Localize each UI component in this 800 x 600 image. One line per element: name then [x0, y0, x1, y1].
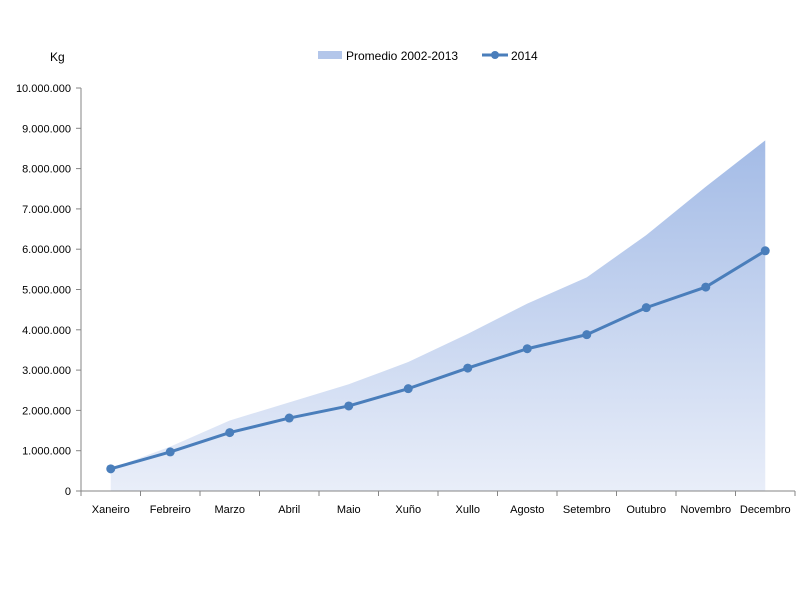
- x-tick-label: Outubro: [626, 504, 666, 516]
- x-tick-label: Xaneiro: [92, 504, 130, 516]
- y-tick-label: 1.000.000: [22, 446, 71, 458]
- line-point-2014: [641, 303, 651, 313]
- y-tick-label: 3.000.000: [22, 365, 71, 377]
- line-point-2014: [582, 330, 592, 340]
- y-tick-label: 9.000.000: [22, 123, 71, 135]
- line-point-2014: [701, 282, 711, 292]
- line-point-2014: [403, 384, 413, 394]
- legend-label-2014: 2014: [511, 49, 538, 63]
- line-series-2014: [109, 249, 767, 471]
- line-point-2014: [760, 246, 770, 256]
- line-point-2014: [522, 344, 532, 354]
- y-tick-label: 4.000.000: [22, 325, 71, 337]
- x-tick-label: Xullo: [456, 504, 480, 516]
- y-tick-label: 8.000.000: [22, 164, 71, 176]
- y-tick-label: 6.000.000: [22, 244, 71, 256]
- x-tick-label: Abril: [278, 504, 300, 516]
- y-tick-label: 10.000.000: [16, 83, 71, 95]
- x-tick-label: Novembro: [680, 504, 731, 516]
- line-point-2014: [165, 447, 175, 457]
- legend-line-marker: [491, 51, 499, 59]
- line-point-2014: [106, 464, 116, 474]
- y-tick-label: 0: [65, 486, 71, 498]
- legend: Promedio 2002-2013 2014: [318, 49, 538, 63]
- x-tick-label: Agosto: [510, 504, 544, 516]
- x-tick-label: Febreiro: [150, 504, 191, 516]
- area-series-promedio: [110, 140, 766, 491]
- y-tick-label: 7.000.000: [22, 204, 71, 216]
- x-tick-label: Marzo: [214, 504, 245, 516]
- plot-area: 0 1.000.000 2.000.000 3.000.000 4.000.000 5.0…: [16, 83, 796, 516]
- line-point-2014: [284, 413, 294, 423]
- line-point-2014: [344, 401, 354, 411]
- x-tick-label: Setembro: [563, 504, 611, 516]
- y-tick-label: 5.000.000: [22, 285, 71, 297]
- line-point-2014: [463, 363, 473, 373]
- legend-label-promedio: Promedio 2002-2013: [346, 49, 458, 63]
- line-point-2014: [225, 428, 235, 438]
- x-tick-label: Decembro: [740, 504, 791, 516]
- x-tick-label: Xuño: [395, 504, 421, 516]
- x-tick-label: Maio: [337, 504, 361, 516]
- legend-area-swatch: [318, 51, 342, 59]
- y-tick-label: 2.000.000: [22, 405, 71, 417]
- y-axis-unit-label: Kg: [50, 50, 65, 64]
